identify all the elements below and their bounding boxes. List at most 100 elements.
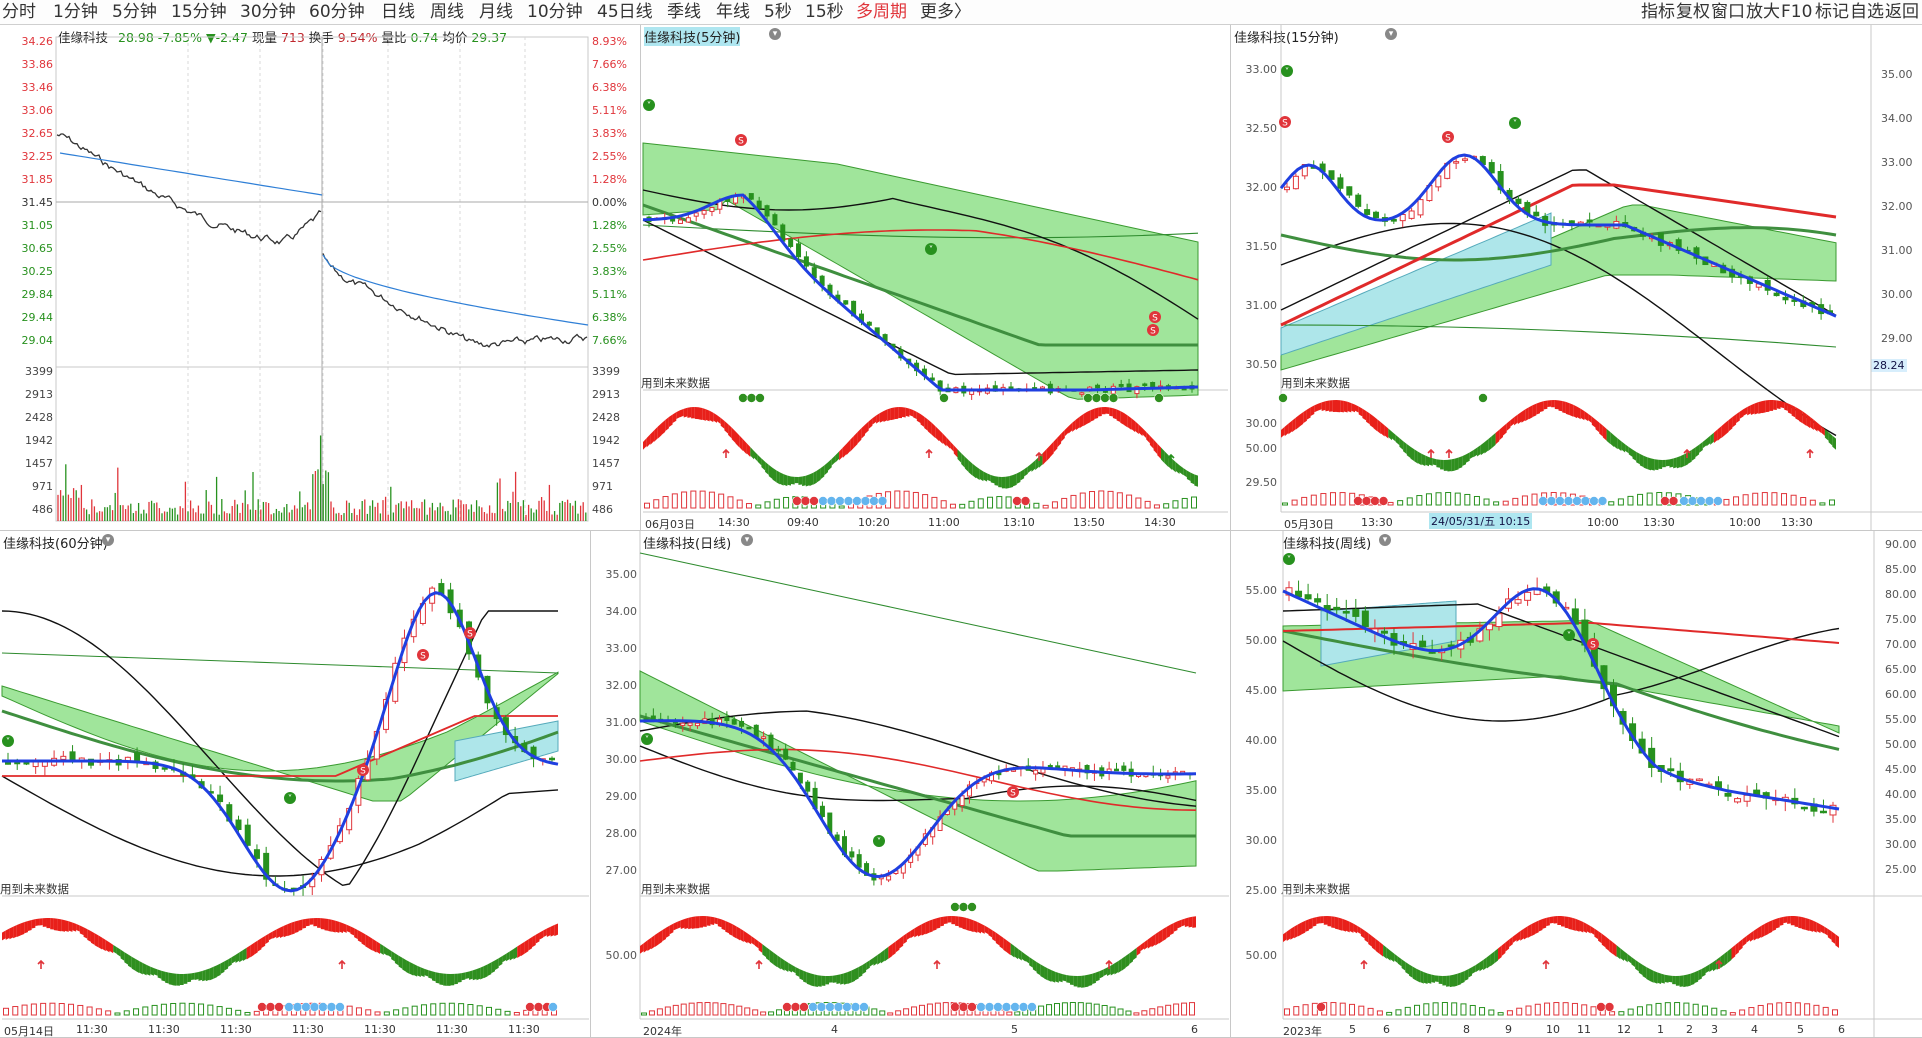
period-tab-5min[interactable]: 5分钟 [112,2,157,22]
chevron-down-icon[interactable]: ▾ [769,28,781,40]
osc-wave-segment [643,438,647,450]
osc-wave-segment [1386,947,1391,961]
panel-5min[interactable]: 佳缘科技(5分钟) ▾ 用到未来数据 ˅ S ˅ S S 06月03日 14:30 09:4… [641,25,1231,531]
mid-ma-line [1282,629,1840,751]
panel-weekly[interactable]: 佳缘科技(周线) ▾ 用到未来数据 55.00 50.00 45.00 40.00 35… [1231,531,1922,1038]
osc-wave-segment [661,419,666,436]
osc-wave-segment [1787,916,1791,924]
osc-bar [648,1010,655,1016]
osc-bar [1608,501,1615,506]
osc-bar [1739,1009,1746,1016]
period-tab-45day[interactable]: 45日线 [597,2,653,22]
osc-wave-segment [1010,943,1015,958]
osc-wave-segment [1795,406,1799,421]
price-tick-right: 70.00 [1885,638,1917,651]
osc-bar [1165,1004,1172,1016]
period-tab-15min[interactable]: 15分钟 [171,2,227,22]
osc-wave-segment [387,948,392,958]
candle-body [685,217,691,223]
osc-bar [1330,1002,1337,1016]
osc-bar [77,1004,84,1016]
period-tab-30min[interactable]: 30分钟 [240,2,296,22]
osc-wave-segment [1636,451,1640,465]
osc-wave-segment [1306,407,1311,420]
indicator-button[interactable]: 指标 [1641,2,1675,22]
chevron-down-icon[interactable]: ▾ [102,534,114,546]
back-button[interactable]: 返回 [1885,2,1919,22]
adjust-button[interactable]: 复权 [1676,2,1710,22]
period-tab-10min[interactable]: 10分钟 [527,2,583,22]
period-tab-day[interactable]: 日线 [381,2,415,22]
mark-button[interactable]: 标记 [1815,2,1849,22]
osc-wave-segment [1425,455,1429,467]
watchlist-button[interactable]: 自选 [1850,2,1884,22]
osc-wave-segment [992,930,996,942]
osc-bar [1819,502,1826,506]
osc-bar [1581,1004,1588,1016]
period-tab-year[interactable]: 年线 [716,2,750,22]
panel-daily[interactable]: 佳缘科技(日线) ▾ 用到未来数据 35.00 34.00 33.00 32.00 31… [591,531,1231,1038]
osc-bar [688,1002,695,1016]
lower-band-line [639,745,1197,802]
period-tab-60min[interactable]: 60分钟 [309,2,365,22]
zoom-button[interactable]: 放大 [1746,2,1780,22]
osc-wave-segment [94,933,99,948]
osc-wave-segment [1020,469,1025,481]
osc-wave-segment [1162,926,1167,942]
osc-wave-segment [1627,954,1632,964]
signal-bead [1572,496,1582,506]
mid-ma-line [639,714,1196,838]
f10-button[interactable]: F10 [1781,2,1813,22]
osc-wave-segment [1801,917,1806,930]
osc-wave-segment [1768,920,1773,934]
period-tab-month[interactable]: 月线 [479,2,513,22]
period-tab-week[interactable]: 周线 [430,2,464,22]
period-tab-1min[interactable]: 1分钟 [53,2,98,22]
osc-wave-segment [1747,405,1751,416]
signal-bead [318,1002,328,1012]
panel-60min[interactable]: 佳缘科技(60分钟) ▾ 用到未来数据 ˅ ˅ S S S 05月14日 11:30 11:… [0,531,591,1038]
osc-wave-segment [1140,942,1145,952]
osc-wave-segment [535,932,540,944]
period-tab-5sec[interactable]: 5秒 [764,2,792,22]
signal-glyph: ˅ [877,838,882,848]
osc-wave-segment [79,925,84,936]
period-tab-quarter[interactable]: 季线 [667,2,701,22]
osc-wave-segment [291,921,295,935]
osc-wave-segment [1735,942,1739,956]
osc-wave-segment [1616,945,1621,960]
osc-wave-segment [1094,407,1099,419]
osc-wave-segment [1364,930,1369,943]
osc-wave-segment [1750,930,1754,942]
osc-bar [1173,1003,1180,1016]
chevron-down-icon[interactable]: ▾ [741,534,753,546]
osc-wave-segment [391,950,395,962]
more-periods-button[interactable]: 更多〉 [920,2,971,22]
osc-bar [1776,1002,1783,1016]
osc-wave-segment [1761,923,1765,938]
osc-wave-segment [268,931,273,941]
candle-body [761,736,767,740]
lower-band-line [1280,222,1837,437]
future-data-label: 用到未来数据 [641,376,710,390]
signal-glyph: S [467,630,473,640]
signal-bead [301,1002,311,1012]
osc-wave-segment [102,937,106,952]
price-tick-right: 85.00 [1885,563,1917,576]
chevron-down-icon[interactable]: ▾ [1385,28,1397,40]
multi-period-tab[interactable]: 多周期 [856,2,907,22]
osc-wave-segment [1403,441,1407,455]
signal-bead [1353,496,1363,506]
chevron-down-icon[interactable]: ▾ [1379,534,1391,546]
price-tick: 32.00 [1245,181,1278,194]
price-tick: 31.50 [1245,240,1278,253]
period-tab-fenshi[interactable]: 分时 [2,2,36,22]
osc-wave-segment [728,424,732,439]
osc-wave-segment [1079,414,1084,429]
intraday-panel[interactable]: 佳缘科技 28.98 -7.85% ▼-2.47 现量 713 换手 9.54%… [0,25,641,531]
window-button[interactable]: 窗口 [1711,2,1745,22]
panel-15min[interactable]: 佳缘科技(15分钟) ▾ 用到未来数据 33.00 32.50 32.00 31.50… [1231,25,1922,531]
signal-bead [869,496,879,506]
osc-wave-segment [1520,928,1524,941]
period-tab-15sec[interactable]: 15秒 [805,2,844,22]
